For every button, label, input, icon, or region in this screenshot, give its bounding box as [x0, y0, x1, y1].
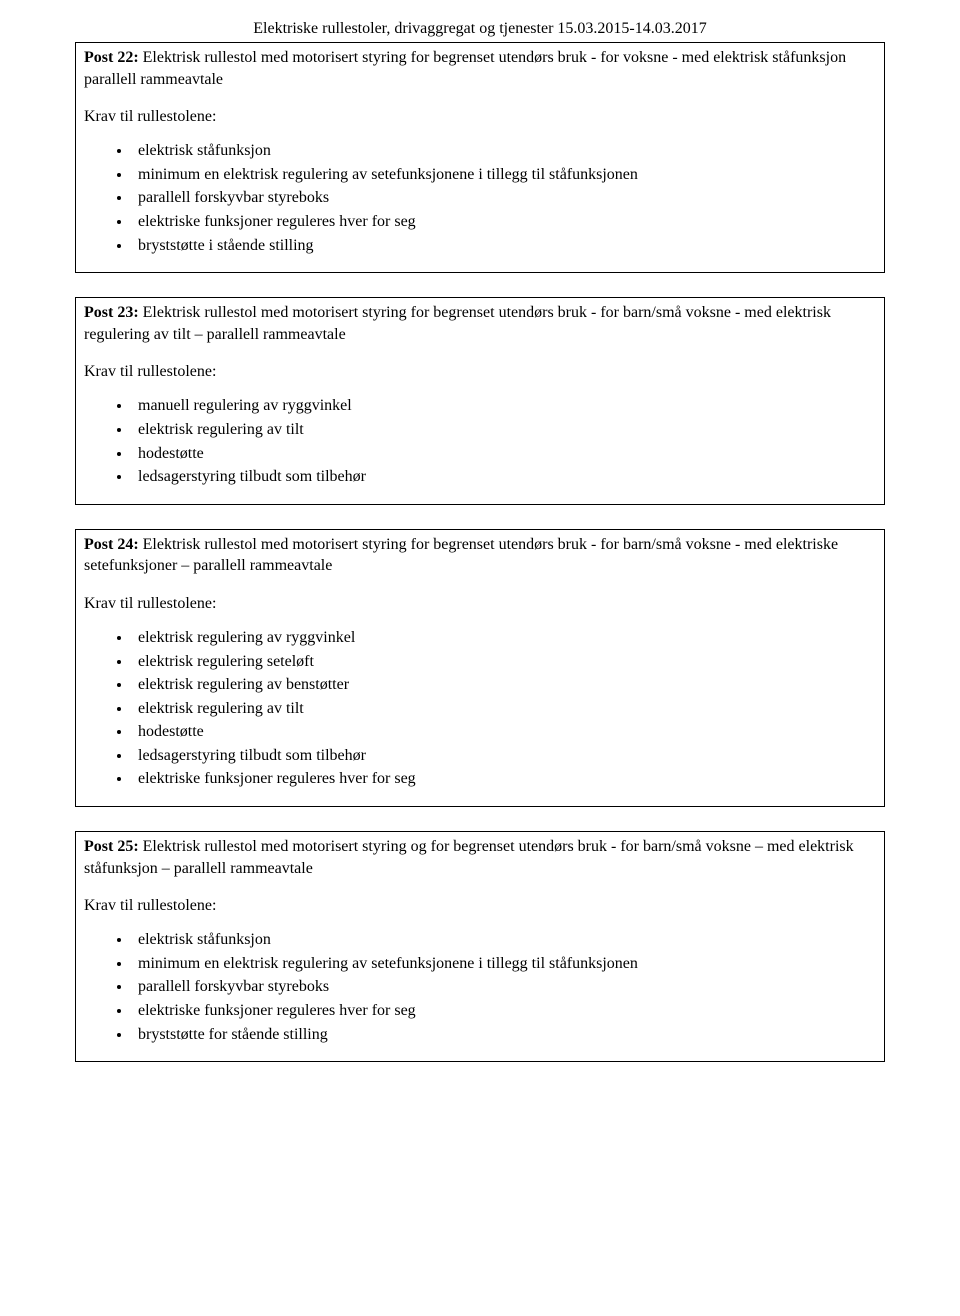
list-item: elektrisk regulering av tilt: [132, 419, 876, 441]
list-item: hodestøtte: [132, 443, 876, 465]
list-item: elektrisk ståfunksjon: [132, 140, 876, 162]
list-item: parallell forskyvbar styreboks: [132, 976, 876, 998]
list-item: elektrisk regulering av benstøtter: [132, 674, 876, 696]
list-item: parallell forskyvbar styreboks: [132, 187, 876, 209]
post-title-text: Elektrisk rullestol med motorisert styri…: [84, 536, 838, 575]
post-box: Post 22: Elektrisk rullestol med motoris…: [75, 42, 885, 273]
post-number: Post 22:: [84, 49, 139, 66]
post-title-text: Elektrisk rullestol med motorisert styri…: [84, 838, 854, 877]
list-item: bryststøtte i stående stilling: [132, 235, 876, 257]
post-title-text: Elektrisk rullestol med motorisert styri…: [84, 304, 831, 343]
page-header: Elektriske rullestoler, drivaggregat og …: [75, 20, 885, 38]
list-item: elektrisk ståfunksjon: [132, 929, 876, 951]
post-subhead: Krav til rullestolene:: [84, 108, 876, 126]
post-box: Post 23: Elektrisk rullestol med motoris…: [75, 297, 885, 505]
list-item: elektriske funksjoner reguleres hver for…: [132, 1000, 876, 1022]
list-item: ledsagerstyring tilbudt som tilbehør: [132, 466, 876, 488]
list-item: bryststøtte for stående stilling: [132, 1024, 876, 1046]
post-title-text: Elektrisk rullestol med motorisert styri…: [84, 49, 846, 88]
post-box: Post 24: Elektrisk rullestol med motoris…: [75, 529, 885, 807]
list-item: ledsagerstyring tilbudt som tilbehør: [132, 745, 876, 767]
document-page: Elektriske rullestoler, drivaggregat og …: [0, 0, 960, 1126]
post-title: Post 23: Elektrisk rullestol med motoris…: [84, 302, 876, 345]
list-item: elektrisk regulering av tilt: [132, 698, 876, 720]
list-item: elektrisk regulering seteløft: [132, 651, 876, 673]
post-box: Post 25: Elektrisk rullestol med motoris…: [75, 831, 885, 1062]
list-item: elektriske funksjoner reguleres hver for…: [132, 211, 876, 233]
bullet-list: manuell regulering av ryggvinkel elektri…: [84, 395, 876, 487]
list-item: elektrisk regulering av ryggvinkel: [132, 627, 876, 649]
post-subhead: Krav til rullestolene:: [84, 363, 876, 381]
post-title: Post 22: Elektrisk rullestol med motoris…: [84, 47, 876, 90]
list-item: minimum en elektrisk regulering av setef…: [132, 164, 876, 186]
bullet-list: elektrisk ståfunksjon minimum en elektri…: [84, 140, 876, 256]
bullet-list: elektrisk ståfunksjon minimum en elektri…: [84, 929, 876, 1045]
list-item: elektriske funksjoner reguleres hver for…: [132, 768, 876, 790]
post-subhead: Krav til rullestolene:: [84, 595, 876, 613]
bullet-list: elektrisk regulering av ryggvinkel elekt…: [84, 627, 876, 790]
list-item: manuell regulering av ryggvinkel: [132, 395, 876, 417]
post-number: Post 23:: [84, 304, 139, 321]
list-item: minimum en elektrisk regulering av setef…: [132, 953, 876, 975]
post-number: Post 25:: [84, 838, 139, 855]
post-title: Post 24: Elektrisk rullestol med motoris…: [84, 534, 876, 577]
post-subhead: Krav til rullestolene:: [84, 897, 876, 915]
post-title: Post 25: Elektrisk rullestol med motoris…: [84, 836, 876, 879]
list-item: hodestøtte: [132, 721, 876, 743]
post-number: Post 24:: [84, 536, 139, 553]
